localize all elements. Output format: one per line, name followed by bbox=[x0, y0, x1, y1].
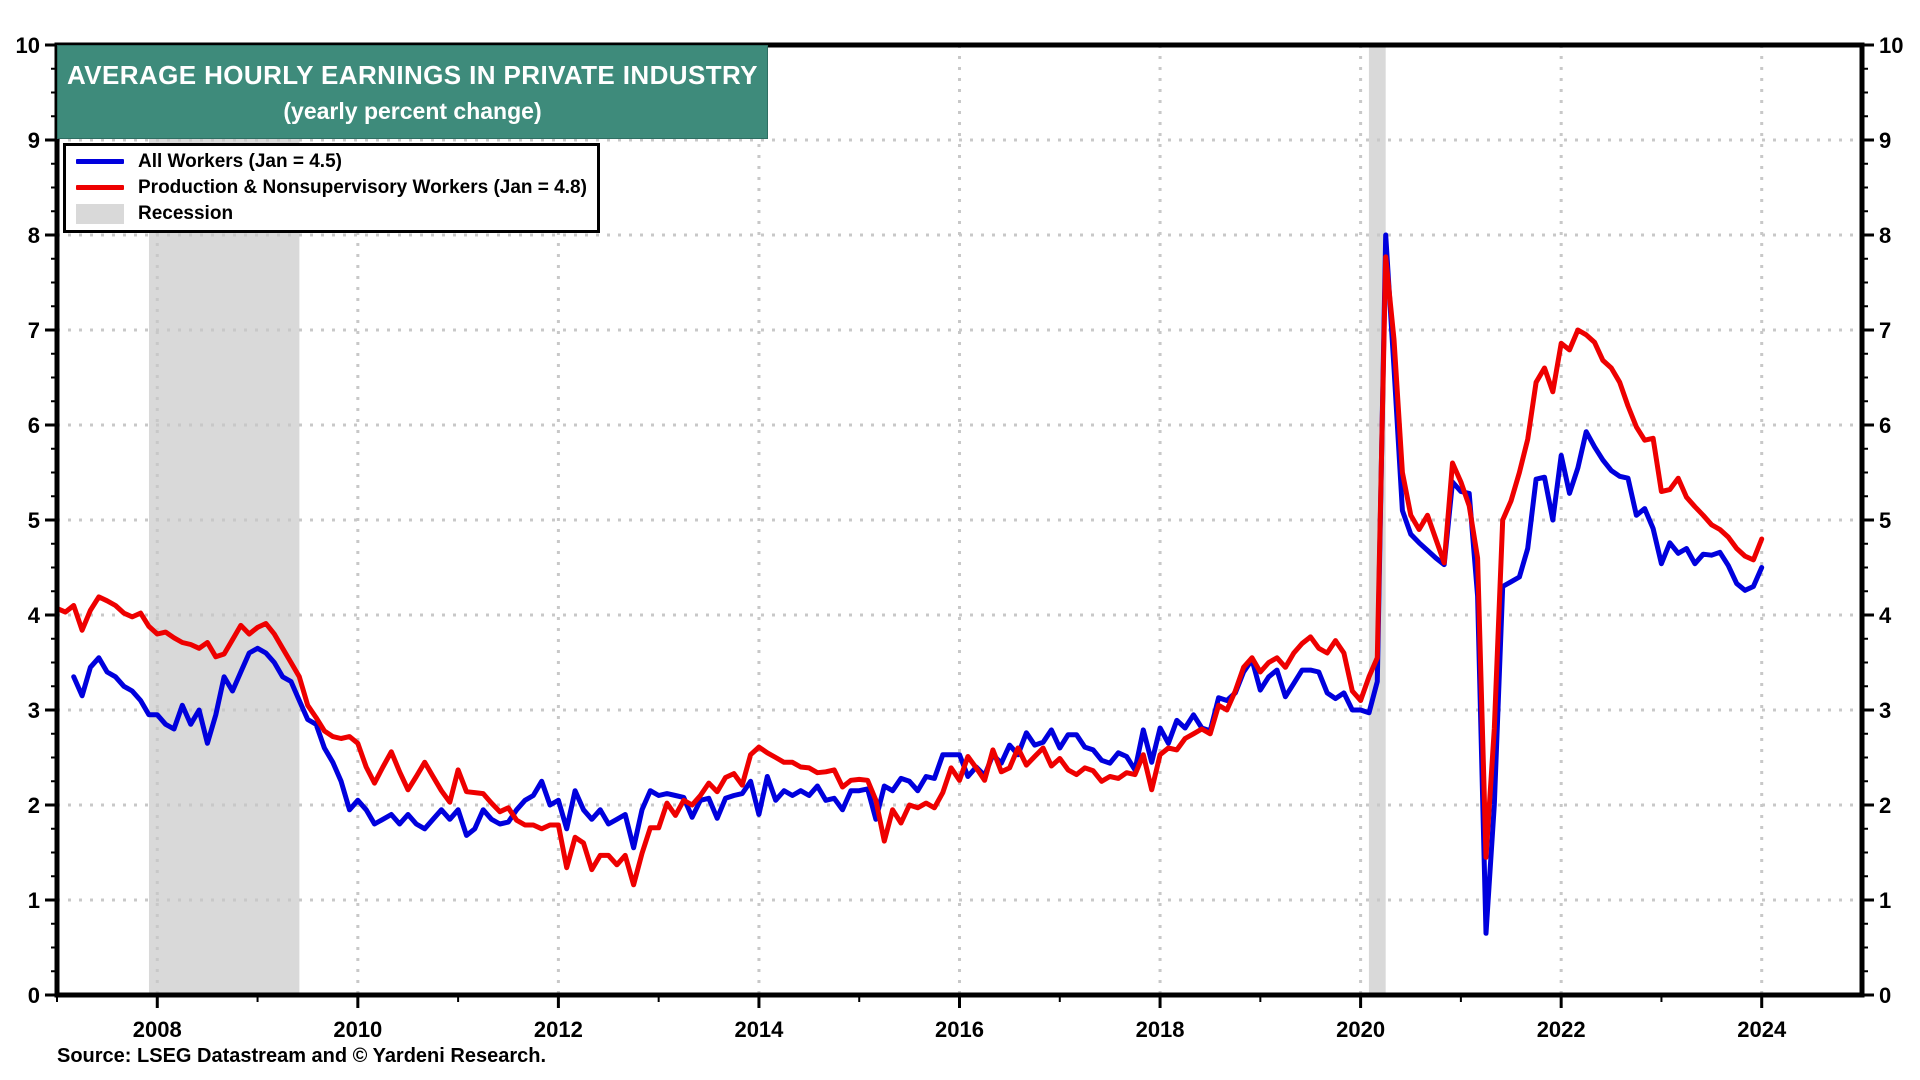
chart-subtitle: (yearly percent change) bbox=[283, 97, 542, 124]
y-axis-label-right: 3 bbox=[1879, 698, 1891, 723]
y-axis-label-right: 1 bbox=[1879, 888, 1891, 913]
x-axis-label: 2020 bbox=[1336, 1017, 1385, 1042]
y-axis-label-right: 2 bbox=[1879, 793, 1891, 818]
y-axis-label-right: 5 bbox=[1879, 508, 1891, 533]
x-axis-label: 2010 bbox=[333, 1017, 382, 1042]
chart-title-box: AVERAGE HOURLY EARNINGS IN PRIVATE INDUS… bbox=[57, 45, 768, 139]
chart-title: AVERAGE HOURLY EARNINGS IN PRIVATE INDUS… bbox=[67, 60, 758, 91]
legend-label: Recession bbox=[138, 203, 234, 225]
y-axis-label-left: 9 bbox=[28, 128, 40, 153]
legend: All Workers (Jan = 4.5) Production & Non… bbox=[63, 143, 600, 233]
y-axis-label-right: 6 bbox=[1879, 413, 1891, 438]
legend-label: All Workers (Jan = 4.5) bbox=[138, 150, 342, 172]
legend-item-recession: Recession bbox=[76, 203, 587, 226]
x-axis-label: 2014 bbox=[734, 1017, 784, 1042]
all-workers-line bbox=[71, 232, 1765, 936]
y-axis-label-left: 2 bbox=[28, 793, 40, 818]
y-axis-label-left: 0 bbox=[28, 983, 40, 1008]
y-axis-label-left: 8 bbox=[28, 223, 40, 248]
x-axis-label: 2012 bbox=[534, 1017, 583, 1042]
y-axis-label-left: 3 bbox=[28, 698, 40, 723]
y-axis-label-left: 10 bbox=[16, 33, 40, 58]
x-axis-label: 2022 bbox=[1537, 1017, 1586, 1042]
production-nonsupervisory-workers-line bbox=[54, 254, 1765, 888]
y-axis-label-left: 7 bbox=[28, 318, 40, 343]
y-axis-label-right: 7 bbox=[1879, 318, 1891, 343]
y-axis-label-left: 4 bbox=[28, 603, 41, 628]
recession-patch-swatch bbox=[76, 204, 124, 225]
y-axis-label-left: 5 bbox=[28, 508, 40, 533]
all-workers-line-swatch bbox=[76, 159, 124, 165]
x-axis-label: 2016 bbox=[935, 1017, 984, 1042]
plot-border bbox=[54, 42, 1865, 998]
legend-item-production-workers: Production & Nonsupervisory Workers (Jan… bbox=[76, 176, 587, 199]
legend-label: Production & Nonsupervisory Workers (Jan… bbox=[138, 176, 587, 198]
y-axis-label-right: 10 bbox=[1879, 33, 1903, 58]
y-axis-label-right: 0 bbox=[1879, 983, 1891, 1008]
y-axis-label-right: 9 bbox=[1879, 128, 1891, 153]
source-note: Source: LSEG Datastream and © Yardeni Re… bbox=[57, 1045, 547, 1067]
legend-item-all-workers: All Workers (Jan = 4.5) bbox=[76, 150, 587, 173]
x-axis-label: 2018 bbox=[1136, 1017, 1185, 1042]
y-axis-label-right: 4 bbox=[1879, 603, 1892, 628]
production-workers-line-swatch bbox=[76, 185, 124, 191]
y-axis-label-right: 8 bbox=[1879, 223, 1891, 248]
x-axis-label: 2008 bbox=[133, 1017, 182, 1042]
y-axis-label-left: 1 bbox=[28, 888, 40, 913]
x-axis-label: 2024 bbox=[1737, 1017, 1787, 1042]
y-axis-label-left: 6 bbox=[28, 413, 40, 438]
